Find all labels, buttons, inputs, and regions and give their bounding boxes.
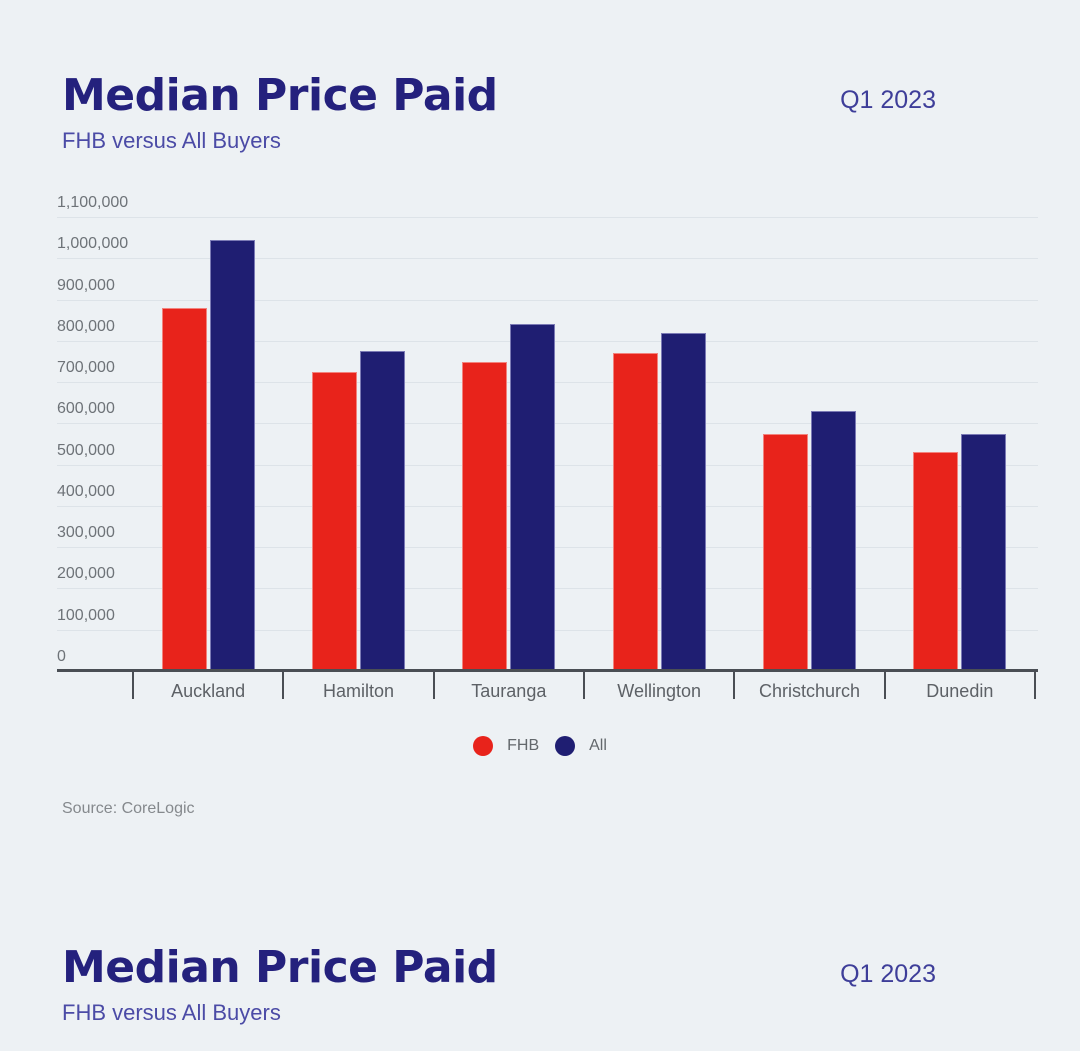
chart-section: Median Price Paid Q1 2023 FHB versus All… (0, 70, 1080, 817)
y-axis-tick-label: 600,000 (57, 400, 115, 418)
bar-group-dunedin (885, 200, 1035, 669)
x-axis-category-label: Tauranga (471, 680, 547, 701)
next-period-label: Q1 2023 (840, 960, 936, 988)
bar-all-wellington (660, 332, 706, 669)
x-axis-category-label: Wellington (617, 680, 702, 701)
chart-title: Median Price Paid (62, 70, 498, 121)
bar-all-christchurch (810, 411, 856, 669)
gridline (57, 258, 1038, 260)
chart-subtitle: FHB versus All Buyers (62, 128, 281, 153)
y-axis-tick-label: 800,000 (57, 317, 115, 335)
legend-label: FHB (507, 737, 540, 754)
y-axis-tick-label: 1,100,000 (57, 194, 129, 211)
x-axis-tick (282, 672, 285, 699)
bar-group-auckland (133, 200, 283, 669)
next-chart-subtitle: FHB versus All Buyers (62, 1000, 281, 1025)
x-axis-tick (132, 672, 134, 699)
y-axis-tick-label: 400,000 (57, 482, 115, 500)
next-chart-title: Median Price Paid (62, 942, 498, 993)
x-axis-category-label: Dunedin (926, 680, 994, 701)
bar-chart-plot-area: 0 100,000 200,000 300,000 400,000 500,000 600,… (57, 194, 1038, 701)
bar-group-wellington (584, 200, 734, 669)
period-label: Q1 2023 (840, 86, 936, 114)
legend-item-all: All (555, 736, 607, 756)
legend-dot-all (555, 736, 576, 756)
x-axis-category-label: Auckland (171, 680, 246, 701)
gridline (57, 299, 1038, 301)
x-axis-line (57, 669, 1038, 672)
y-axis-tick-label: 900,000 (57, 276, 115, 294)
bar-fhb-christchurch (762, 433, 808, 669)
chart-legend: FHB All (0, 736, 1080, 756)
x-axis-category-label: Hamilton (322, 680, 394, 701)
bar-all-hamilton (359, 351, 405, 669)
y-axis-tick-label: 200,000 (57, 565, 115, 583)
y-axis-tick-label: 300,000 (57, 524, 115, 542)
x-axis-tick (432, 672, 435, 699)
bar-group-christchurch (734, 200, 884, 669)
bar-all-dunedin (961, 433, 1007, 669)
x-axis-tick (733, 672, 736, 699)
bar-fhb-dunedin (913, 452, 959, 669)
bar-group-tauranga (434, 200, 584, 669)
y-axis-tick-label: 0 (57, 648, 66, 665)
y-axis-tick-label: 700,000 (57, 359, 115, 377)
bars-area (133, 200, 1035, 669)
x-axis-tick (583, 672, 585, 699)
bar-all-auckland (209, 239, 255, 669)
legend-label: All (589, 737, 607, 754)
bar-all-tauranga (510, 324, 556, 669)
bar-fhb-tauranga (462, 361, 508, 669)
source-label: Source: CoreLogic (62, 800, 195, 817)
x-axis-tick (1034, 672, 1036, 699)
next-section-header: Median Price Paid Q1 2023 FHB versus All… (0, 900, 1080, 1051)
y-axis-tick-label: 100,000 (57, 606, 115, 624)
bar-fhb-hamilton (311, 371, 357, 669)
y-axis-tick-label: 500,000 (57, 441, 115, 459)
legend-item-fhb: FHB (473, 736, 539, 756)
legend-dot-fhb (473, 736, 494, 756)
y-axis-tick-label: 1,000,000 (57, 235, 129, 253)
x-axis-category-label: Christchurch (758, 680, 860, 701)
x-axis-tick (883, 672, 886, 699)
bar-group-hamilton (283, 200, 433, 669)
bar-fhb-auckland (161, 307, 207, 669)
bar-fhb-wellington (612, 353, 658, 669)
gridline (57, 217, 1038, 218)
